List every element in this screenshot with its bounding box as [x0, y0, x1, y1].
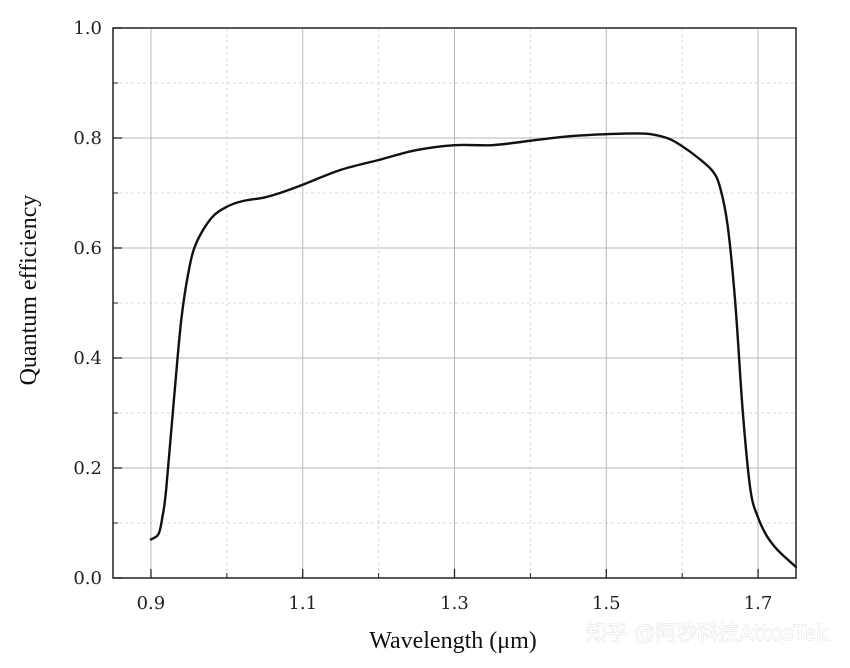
y-tick-label: 1.0	[73, 18, 102, 39]
x-tick-labels: 0.9 1.1 1.3 1.5 1.7	[137, 593, 773, 614]
x-axis-title: Wavelength (μm)	[369, 628, 537, 654]
y-tick-label: 0.6	[73, 238, 102, 259]
x-tick-label: 1.1	[288, 593, 317, 614]
x-tick-label: 1.7	[744, 593, 773, 614]
x-tick-label: 1.5	[592, 593, 621, 614]
y-tick-label: 0.0	[73, 568, 102, 589]
axis-ticks	[113, 27, 759, 579]
x-tick-label: 1.3	[440, 593, 469, 614]
y-tick-label: 0.2	[73, 458, 102, 479]
y-axis-title: Quantum efficiency	[16, 195, 42, 386]
y-tick-labels: 0.0 0.2 0.4 0.6 0.8 1.0	[73, 18, 102, 589]
y-tick-label: 0.8	[73, 128, 102, 149]
watermark-text: 知乎 @阿秒科技AttosTek	[586, 621, 829, 645]
y-tick-label: 0.4	[73, 348, 102, 369]
x-tick-label: 0.9	[137, 593, 166, 614]
quantum-efficiency-curve	[149, 132, 798, 569]
